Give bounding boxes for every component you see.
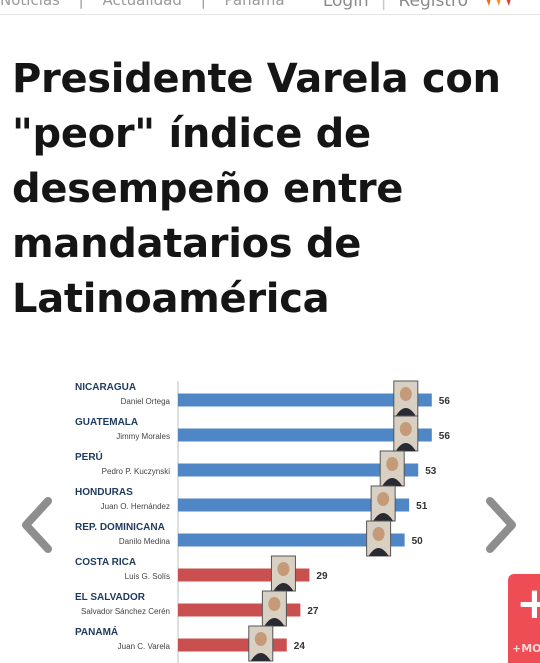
- country-label: PANAMÁ: [75, 625, 118, 638]
- auth-links: Login | Registro: [323, 0, 468, 11]
- next-slide-button[interactable]: [480, 495, 520, 555]
- portrait-suit-icon: [264, 618, 285, 626]
- breadcrumb-item[interactable]: Panamá: [224, 0, 285, 9]
- leader-label: Salvador Sánchez Cerén: [81, 607, 170, 616]
- chart-image: NICARAGUA Daniel Ortega 56 GUATEMALA Jimmy M…: [66, 365, 474, 663]
- portrait-face-icon: [372, 527, 385, 541]
- portrait-face-icon: [277, 562, 290, 576]
- image-gallery[interactable]: NICARAGUA Daniel Ortega 56 GUATEMALA Jimmy M…: [0, 365, 540, 663]
- leader-label: Juan O. Hernández: [101, 502, 170, 511]
- portrait-suit-icon: [368, 548, 389, 556]
- chart-bar: [178, 533, 405, 547]
- more-content-badge[interactable]: + +MO: [508, 574, 540, 663]
- bar-value-label: 24: [294, 641, 306, 652]
- portrait-suit-icon: [395, 408, 416, 416]
- chart-bar: [178, 498, 410, 512]
- leader-label: Danilo Medina: [119, 537, 171, 546]
- breadcrumb-item[interactable]: Actualidad: [102, 0, 182, 9]
- country-label: PERÚ: [75, 450, 103, 463]
- breadcrumb: Noticias | Actualidad | Panamá: [0, 0, 299, 9]
- leader-label: Daniel Ortega: [121, 397, 171, 406]
- article-title: Presidente Varela con "peor" índice de d…: [12, 56, 501, 322]
- portrait-face-icon: [399, 422, 412, 436]
- leader-label: Pedro P. Kuczynski: [102, 467, 171, 476]
- breadcrumb-item[interactable]: Noticias: [0, 0, 60, 9]
- breadcrumb-separator: |: [78, 0, 84, 9]
- portrait-face-icon: [399, 387, 412, 401]
- country-label: EL SALVADOR: [75, 592, 146, 603]
- plus-icon: +: [516, 578, 540, 629]
- auth-separator: |: [380, 0, 387, 11]
- chart-bar: [178, 463, 419, 477]
- bar-value-label: 50: [412, 536, 424, 547]
- chevron-right-icon: [486, 497, 516, 553]
- bar-value-label: 56: [439, 396, 451, 407]
- leader-label: Juan C. Varela: [118, 642, 171, 651]
- chart-bar: [178, 393, 432, 407]
- country-label: HONDURAS: [75, 487, 133, 498]
- country-label: COSTA RICA: [75, 557, 136, 568]
- leader-label: Luis G. Solís: [125, 572, 170, 581]
- country-label: REP. DOMINICANA: [75, 522, 165, 533]
- brand-logo-icon[interactable]: [482, 0, 520, 6]
- bar-value-label: 56: [439, 431, 451, 442]
- bar-value-label: 51: [416, 501, 428, 512]
- portrait-suit-icon: [273, 583, 294, 591]
- leader-label: Jimmy Morales: [116, 432, 170, 441]
- portrait-face-icon: [386, 457, 399, 471]
- top-nav: Noticias | Actualidad | Panamá Login | Reg…: [0, 0, 540, 15]
- portrait-suit-icon: [395, 443, 416, 451]
- breadcrumb-separator: |: [200, 0, 206, 9]
- portrait-suit-icon: [382, 478, 403, 486]
- portrait-face-icon: [377, 492, 390, 506]
- approval-bar-chart: NICARAGUA Daniel Ortega 56 GUATEMALA Jimmy M…: [75, 380, 451, 663]
- bar-value-label: 27: [307, 606, 319, 617]
- country-label: NICARAGUA: [75, 382, 136, 393]
- login-link[interactable]: Login: [322, 0, 369, 11]
- portrait-face-icon: [268, 597, 281, 611]
- more-label: +MO: [512, 642, 540, 655]
- bar-value-label: 29: [316, 571, 328, 582]
- register-link[interactable]: Registro: [398, 0, 468, 11]
- country-label: GUATEMALA: [75, 417, 138, 428]
- chevron-left-icon: [22, 497, 52, 553]
- prev-slide-button[interactable]: [18, 495, 58, 555]
- chart-bar: [178, 428, 432, 442]
- bar-value-label: 53: [425, 466, 437, 477]
- portrait-face-icon: [254, 632, 267, 646]
- portrait-suit-icon: [373, 513, 394, 521]
- portrait-suit-icon: [250, 653, 271, 661]
